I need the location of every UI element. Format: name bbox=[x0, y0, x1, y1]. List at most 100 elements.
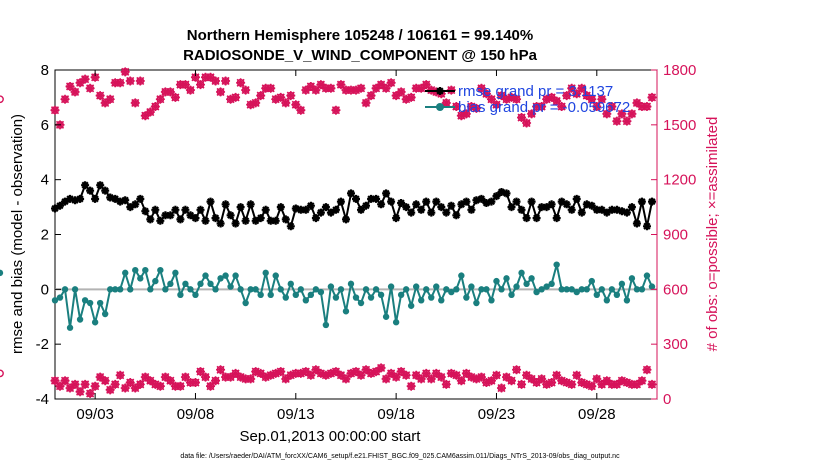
rmse-point bbox=[86, 186, 95, 195]
obs-assimilated-point bbox=[527, 374, 537, 384]
rmse-point bbox=[342, 215, 350, 224]
obs-assimilated-point bbox=[185, 85, 195, 95]
rmse-point bbox=[397, 199, 406, 207]
bias-point bbox=[202, 272, 209, 279]
bias-point bbox=[167, 280, 174, 288]
rmse-point bbox=[141, 207, 150, 216]
bias-point bbox=[498, 286, 505, 293]
rmse-point bbox=[76, 194, 85, 203]
rmse-point bbox=[412, 200, 421, 209]
obs-assimilated-point bbox=[266, 370, 276, 380]
bias-point bbox=[172, 269, 179, 277]
obs-assimilated-point bbox=[221, 372, 231, 382]
rmse-point bbox=[246, 200, 255, 209]
bias-point bbox=[533, 288, 540, 296]
bias-point bbox=[413, 283, 420, 290]
bias-point bbox=[177, 291, 184, 299]
obs-assimilated-point bbox=[190, 378, 200, 388]
bias-point bbox=[573, 288, 580, 296]
obs-assimilated-point bbox=[311, 85, 321, 95]
obs-assimilated-point bbox=[381, 374, 391, 384]
obs-assimilated-point bbox=[421, 80, 431, 90]
rmse-point bbox=[131, 200, 140, 209]
obs-assimilated-point bbox=[542, 94, 552, 104]
obs-assimilated-point bbox=[351, 85, 361, 95]
obs-assimilated-point bbox=[80, 74, 90, 84]
bias-point bbox=[142, 266, 149, 274]
bias-point bbox=[433, 283, 440, 290]
obs-assimilated-point bbox=[532, 102, 542, 112]
rmse-point bbox=[296, 205, 305, 214]
rmse-point bbox=[557, 197, 566, 206]
bias-point bbox=[613, 291, 621, 299]
obs-assimilated-point bbox=[552, 96, 562, 106]
bias-point bbox=[247, 286, 254, 293]
obs-assimilated-point bbox=[326, 83, 336, 93]
obs-assimilated-point bbox=[336, 80, 346, 90]
obs-assimilated-point bbox=[461, 368, 471, 378]
obs-assimilated-point bbox=[512, 365, 522, 375]
obs-assimilated-point bbox=[165, 376, 175, 386]
obs-assimilated-point bbox=[406, 381, 416, 391]
bias-point bbox=[448, 288, 455, 296]
rmse-point bbox=[271, 216, 280, 225]
rmse-point bbox=[617, 207, 626, 216]
obs-assimilated-point bbox=[522, 370, 532, 380]
obs-assimilated-point bbox=[115, 370, 125, 380]
obs-assimilated-point bbox=[371, 83, 381, 93]
rmse-point bbox=[542, 203, 551, 212]
rmse-point bbox=[537, 203, 546, 212]
bias-point bbox=[473, 299, 480, 307]
x-tick-label: 09/18 bbox=[377, 406, 415, 423]
obs-assimilated-point bbox=[567, 83, 577, 93]
obs-assimilated-point bbox=[647, 379, 657, 389]
obs-assimilated-point bbox=[170, 92, 180, 102]
obs-assimilated-point bbox=[361, 98, 371, 108]
rmse-point bbox=[101, 186, 110, 195]
obs-assimilated-point bbox=[180, 372, 190, 382]
y-tick-label-right: 300 bbox=[663, 336, 688, 353]
rmse-point bbox=[437, 203, 446, 212]
obs-assimilated-point bbox=[135, 379, 145, 389]
rmse-point bbox=[136, 194, 145, 203]
rmse-point bbox=[502, 189, 511, 198]
obs-assimilated-point bbox=[231, 368, 241, 378]
bias-point bbox=[252, 286, 259, 293]
obs-assimilated-point bbox=[552, 370, 562, 380]
obs-assimilated-point bbox=[125, 378, 135, 388]
obs-assimilated-point bbox=[587, 381, 597, 391]
obs-assimilated-point bbox=[226, 94, 236, 104]
bias-point bbox=[357, 299, 365, 307]
obs-assimilated-point bbox=[165, 87, 175, 97]
rmse-point bbox=[51, 204, 59, 213]
bias-point bbox=[583, 286, 590, 293]
rmse-point bbox=[507, 203, 516, 212]
bias-point bbox=[397, 291, 405, 299]
obs-assimilated-point bbox=[190, 72, 200, 82]
obs-assimilated-point bbox=[306, 81, 316, 91]
rmse-point bbox=[266, 216, 275, 225]
obs-assimilated-point bbox=[180, 80, 190, 90]
bias-point bbox=[112, 286, 119, 293]
y-tick-label-right: 900 bbox=[663, 227, 688, 244]
bias-point bbox=[147, 286, 154, 293]
y-tick-label-left: 6 bbox=[41, 117, 49, 134]
bias-point bbox=[337, 286, 345, 293]
y-tick-label-left: 8 bbox=[41, 62, 49, 79]
bias-point bbox=[588, 277, 595, 285]
chart-title-line2: RADIOSONDE_V_WIND_COMPONENT @ 150 hPa bbox=[183, 47, 538, 64]
obs-assimilated-point bbox=[607, 102, 617, 112]
bias-point bbox=[367, 294, 375, 301]
obs-assimilated-point bbox=[241, 374, 251, 384]
rmse-point bbox=[627, 203, 636, 212]
obs-assimilated-point bbox=[396, 87, 406, 97]
obs-assimilated-point bbox=[60, 94, 70, 104]
obs-assimilated-point bbox=[486, 376, 496, 386]
bias-point bbox=[428, 294, 435, 301]
obs-assimilated-point bbox=[100, 98, 110, 108]
rmse-point bbox=[336, 197, 345, 206]
rmse-point bbox=[432, 197, 441, 206]
rmse-point bbox=[91, 194, 100, 203]
plot-area-frame bbox=[54, 69, 658, 400]
bias-point bbox=[508, 291, 515, 299]
